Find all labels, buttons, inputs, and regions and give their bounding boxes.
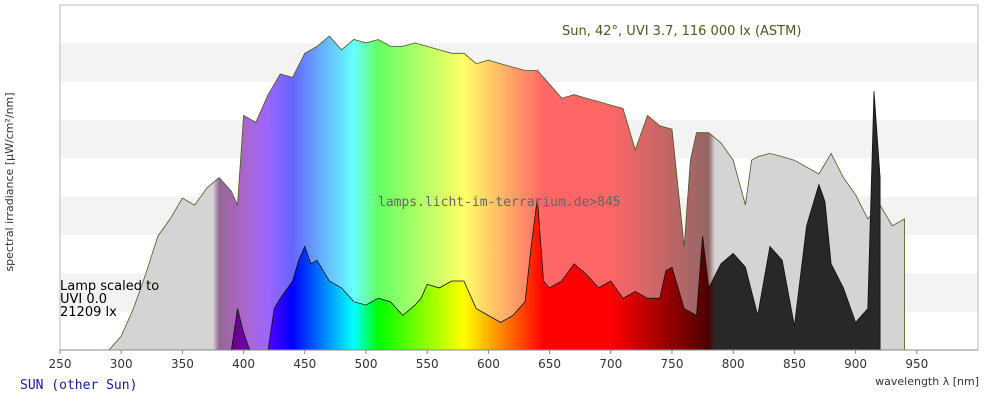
lamp-spectrum-area [230, 91, 881, 351]
x-tick-label: 450 [293, 357, 316, 371]
x-tick-label: 750 [661, 357, 684, 371]
x-tick-label: 800 [722, 357, 745, 371]
lamp-spectrum-layer [230, 91, 881, 351]
x-tick-label: 850 [783, 357, 806, 371]
x-tick-label: 350 [171, 357, 194, 371]
x-tick-label: 650 [538, 357, 561, 371]
x-tick-label: 400 [232, 357, 255, 371]
footer-label: SUN (other Sun) [20, 378, 137, 393]
x-tick-label: 700 [599, 357, 622, 371]
lamp-annotation-line-2: UVI 0.0 [60, 292, 107, 307]
watermark: lamps.licht-im-terrarium.de>845 [378, 195, 621, 210]
x-tick-label: 600 [477, 357, 500, 371]
y-axis-title: spectral irradiance [µW/cm²/nm] [3, 92, 16, 271]
x-tick-label: 950 [905, 357, 928, 371]
x-tick-label: 500 [355, 357, 378, 371]
lamp-annotation-line-1: Lamp scaled to [60, 279, 159, 294]
lamp-annotation-line-3: 21209 lx [60, 305, 117, 320]
x-axis-title: wavelength λ [nm] [875, 375, 979, 388]
x-tick-label: 900 [844, 357, 867, 371]
x-tick-label: 300 [110, 357, 133, 371]
x-axis-ticks: 250 300 350 400 450 500 550 600 650 700 750 800 850 9… [49, 350, 928, 371]
sun-annotation: Sun, 42°, UVI 3.7, 116 000 lx (ASTM) [562, 24, 801, 39]
x-tick-label: 250 [49, 357, 72, 371]
x-tick-label: 550 [416, 357, 439, 371]
